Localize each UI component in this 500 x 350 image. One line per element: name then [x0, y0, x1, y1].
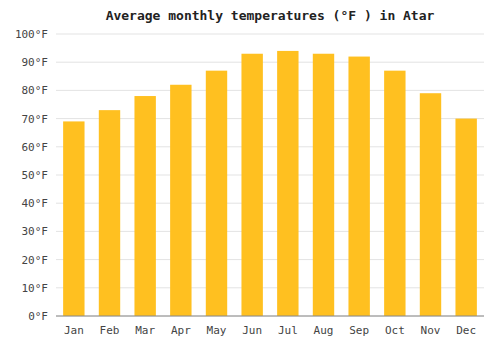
y-axis: 0°F 10°F 20°F 30°F 40°F 50°F 60°F 70°F 80°F 90°F 1…: [15, 28, 484, 323]
grid-line: [56, 90, 484, 91]
x-axis-line: [56, 316, 484, 317]
bar: [206, 71, 227, 316]
chart: Average monthly temperatures (°F ) in At…: [0, 0, 500, 350]
bars: [63, 51, 477, 316]
bar: [348, 57, 369, 316]
y-tick-label: 10°F: [22, 282, 49, 295]
x-axis: Jan Feb Mar Apr May Jun Jul Aug Sep Oct Nov Dec: [64, 324, 476, 337]
y-tick-label: 0°F: [28, 310, 48, 323]
grid-line: [56, 34, 484, 35]
x-tick-label: Oct: [385, 324, 405, 337]
x-tick-label: Sep: [349, 324, 369, 337]
bar: [384, 71, 405, 316]
y-tick-label: 90°F: [22, 56, 49, 69]
bar: [277, 51, 298, 316]
x-tick-label: Jun: [242, 324, 262, 337]
grid-line: [56, 316, 484, 317]
x-tick-label: May: [207, 324, 227, 337]
x-tick-label: Jul: [278, 324, 298, 337]
chart-container: Average monthly temperatures (°F ) in At…: [0, 0, 500, 350]
y-tick-label: 50°F: [22, 169, 49, 182]
y-tick-label: 60°F: [22, 141, 49, 154]
x-tick-label: Feb: [100, 324, 120, 337]
bar: [63, 121, 84, 316]
x-tick-label: Dec: [456, 324, 476, 337]
bar: [134, 96, 155, 316]
y-tick-label: 40°F: [22, 197, 49, 210]
bar: [313, 54, 334, 316]
grid-line: [56, 62, 484, 63]
x-tick-label: Nov: [421, 324, 441, 337]
bar: [170, 85, 191, 316]
x-tick-label: Apr: [171, 324, 191, 337]
y-tick-label: 70°F: [22, 113, 49, 126]
x-tick-label: Jan: [64, 324, 84, 337]
y-tick-label: 30°F: [22, 225, 49, 238]
bar: [99, 110, 120, 316]
bar: [241, 54, 262, 316]
bar: [420, 93, 441, 316]
title: Average monthly temperatures (°F ) in At…: [106, 8, 435, 23]
y-tick-label: 100°F: [15, 28, 48, 41]
y-tick-label: 20°F: [22, 254, 49, 267]
y-tick-label: 80°F: [22, 84, 49, 97]
x-tick-label: Aug: [314, 324, 334, 337]
bar: [455, 119, 476, 316]
x-tick-label: Mar: [135, 324, 155, 337]
